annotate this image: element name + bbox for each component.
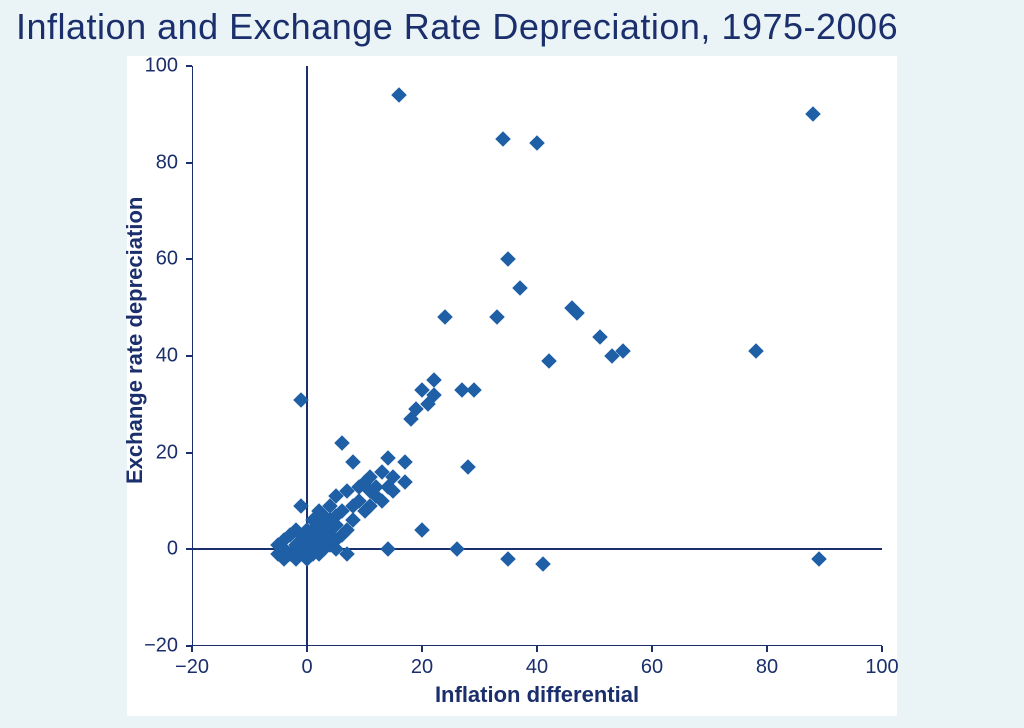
page-title: Inflation and Exchange Rate Depreciation… xyxy=(0,0,1024,48)
y-tick xyxy=(186,548,192,550)
x-tick-label: 0 xyxy=(301,656,312,679)
x-tick xyxy=(306,646,308,652)
x-tick-label: 80 xyxy=(756,656,778,679)
y-tick xyxy=(186,258,192,260)
y-tick xyxy=(186,452,192,454)
y-tick xyxy=(186,65,192,67)
x-tick xyxy=(651,646,653,652)
x-tick-label: 20 xyxy=(411,656,433,679)
x-tick xyxy=(421,646,423,652)
y-tick-label: −20 xyxy=(128,635,178,658)
x-tick xyxy=(191,646,193,652)
x-tick xyxy=(881,646,883,652)
y-tick-label: 40 xyxy=(128,345,178,368)
scatter-chart: Exchange rate depreciation Inflation dif… xyxy=(127,56,897,716)
y-tick-label: 60 xyxy=(128,248,178,271)
y-tick-label: 100 xyxy=(128,55,178,78)
y-tick-label: 80 xyxy=(128,151,178,174)
x-tick-label: 60 xyxy=(641,656,663,679)
x-axis-label: Inflation differential xyxy=(435,682,639,708)
y-axis-line xyxy=(192,66,193,646)
x-tick xyxy=(766,646,768,652)
y-tick xyxy=(186,355,192,357)
y-tick-label: 20 xyxy=(128,441,178,464)
y-tick xyxy=(186,162,192,164)
x-tick xyxy=(536,646,538,652)
y-tick-label: 0 xyxy=(128,538,178,561)
x-tick-label: 100 xyxy=(865,656,898,679)
x-tick-label: −20 xyxy=(175,656,209,679)
x-tick-label: 40 xyxy=(526,656,548,679)
